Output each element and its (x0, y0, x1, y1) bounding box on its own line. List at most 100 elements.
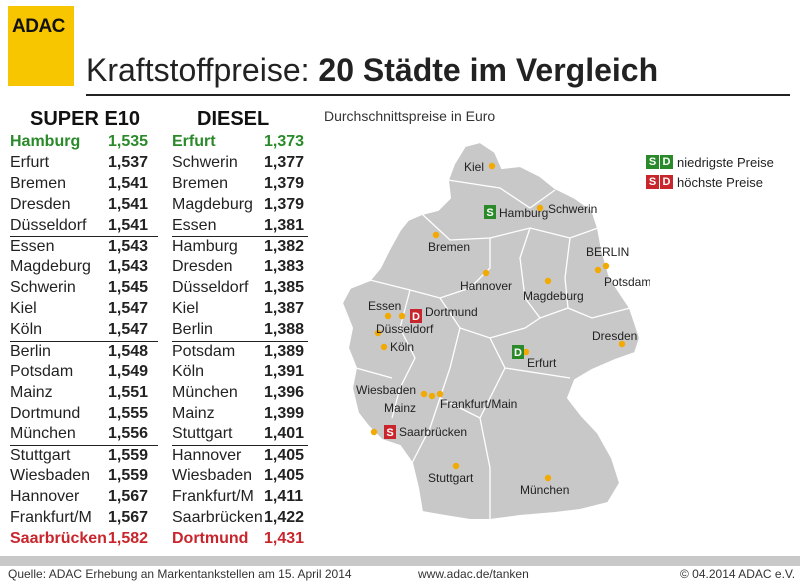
super-price: 1,535 (108, 133, 149, 150)
super-row: Dresden 1,541 (10, 195, 158, 216)
diesel-row: Wiesbaden 1,405 (172, 466, 308, 487)
super-city: Düsseldorf (10, 216, 87, 234)
super-price: 1,555 (108, 404, 149, 422)
city-bremen: Bremen (428, 231, 470, 254)
city-label: Köln (390, 340, 414, 354)
price-badge (512, 345, 524, 359)
super-price: 1,545 (108, 279, 149, 297)
diesel-price: 1,381 (264, 216, 305, 234)
city-dot (488, 162, 496, 170)
city-label: Bremen (428, 240, 470, 254)
diesel-row: Frankfurt/M 1,411 (172, 487, 308, 508)
diesel-row: Potsdam 1,389 (172, 340, 308, 362)
super-city: Dortmund (10, 404, 81, 422)
super-price: 1,556 (108, 425, 149, 443)
diesel-price: 1,385 (264, 279, 305, 297)
diesel-city: Bremen (172, 174, 229, 192)
city-label: Stuttgart (428, 471, 474, 485)
super-city: Stuttgart (10, 447, 71, 465)
super-row: Frankfurt/M 1,567 (10, 508, 158, 529)
super-city: Saarbrücken (10, 529, 107, 547)
city-köln: Köln (380, 340, 414, 354)
diesel-price: 1,379 (264, 195, 305, 213)
diesel-city: Saarbrücken (172, 509, 263, 527)
diesel-row: Erfurt 1,373 (172, 132, 308, 153)
city-dot (482, 269, 490, 277)
diesel-city: Erfurt (172, 133, 216, 150)
city-label: BERLIN (586, 245, 629, 259)
diesel-price: 1,399 (264, 404, 305, 422)
super-price: 1,567 (108, 488, 149, 506)
city-kiel: Kiel (464, 160, 496, 174)
city-label: Schwerin (548, 202, 597, 216)
super-price: 1,548 (108, 342, 149, 360)
super-city: Hannover (10, 488, 80, 506)
city-dot (522, 348, 530, 356)
legend-high-label: höchste Preise (677, 174, 763, 190)
diesel-price: 1,387 (264, 300, 305, 318)
city-label: Düsseldorf (376, 322, 434, 336)
diesel-price: 1,382 (264, 238, 305, 256)
city-dot (384, 312, 392, 320)
super-city: Magdeburg (10, 258, 91, 276)
city-dot (380, 343, 388, 351)
diesel-price: 1,396 (264, 383, 305, 401)
super-row: Hannover 1,567 (10, 487, 158, 508)
city-label: Erfurt (527, 356, 557, 370)
city-wiesbaden: Wiesbaden (356, 383, 428, 398)
city-potsdam: Potsdam (594, 266, 650, 289)
super-city: Köln (10, 321, 43, 339)
city-label: Potsdam (604, 275, 650, 289)
footer-bar (0, 556, 800, 566)
super-row: Dortmund 1,555 (10, 404, 158, 425)
diesel-row: Dresden 1,383 (172, 257, 308, 278)
price-badge-letter: S (386, 427, 393, 439)
city-magdeburg: Magdeburg (523, 277, 584, 303)
super-row: Hamburg 1,535 (10, 132, 158, 153)
super-city: Frankfurt/M (10, 509, 92, 527)
diesel-price: 1,411 (264, 488, 304, 506)
city-dot (428, 392, 436, 400)
legend-low-d-badge: D (660, 155, 673, 169)
diesel-city: Frankfurt/M (172, 488, 254, 506)
super-row: Kiel 1,547 (10, 299, 158, 320)
diesel-price: 1,422 (264, 509, 305, 527)
price-badge-letter: D (412, 311, 420, 323)
city-dot (536, 204, 544, 212)
diesel-row: Düsseldorf 1,385 (172, 278, 308, 299)
super-row: Wiesbaden 1,559 (10, 466, 158, 487)
super-row: Berlin 1,548 (10, 340, 158, 362)
super-row: Saarbrücken 1,582 (10, 529, 158, 550)
super-price: 1,547 (108, 321, 149, 339)
super-price: 1,551 (108, 383, 149, 401)
super-city: Bremen (10, 174, 67, 192)
super-price: 1,543 (108, 258, 149, 276)
legend-high-d-badge: D (660, 175, 673, 189)
diesel-city: Schwerin (172, 153, 238, 171)
diesel-row: Essen 1,381 (172, 216, 308, 237)
diesel-price: 1,373 (264, 133, 305, 150)
diesel-price: 1,388 (264, 321, 305, 339)
super-price: 1,559 (108, 467, 149, 485)
footer-source: Quelle: ADAC Erhebung an Markentankstell… (8, 567, 352, 581)
city-label: Saarbrücken (399, 425, 467, 439)
diesel-row: Köln 1,391 (172, 362, 308, 383)
price-badge-letter: S (486, 207, 493, 219)
diesel-row: Mainz 1,399 (172, 404, 308, 425)
diesel-header: DIESEL (197, 108, 270, 130)
legend-high-s-badge: S (646, 175, 659, 189)
city-erfurt: D Erfurt (512, 345, 557, 370)
super-city: Erfurt (10, 153, 50, 171)
super-row: Potsdam 1,549 (10, 362, 158, 383)
super-price: 1,537 (108, 153, 149, 171)
title-light: Kraftstoffpreise: (86, 52, 319, 88)
diesel-city: Hamburg (172, 238, 238, 256)
super-city: Essen (10, 238, 55, 256)
adac-logo: ADAC (8, 6, 74, 86)
super-price: 1,582 (108, 529, 149, 547)
title-rule (86, 94, 790, 96)
super-row: München 1,556 (10, 424, 158, 445)
super-header: SUPER E10 (30, 108, 141, 130)
